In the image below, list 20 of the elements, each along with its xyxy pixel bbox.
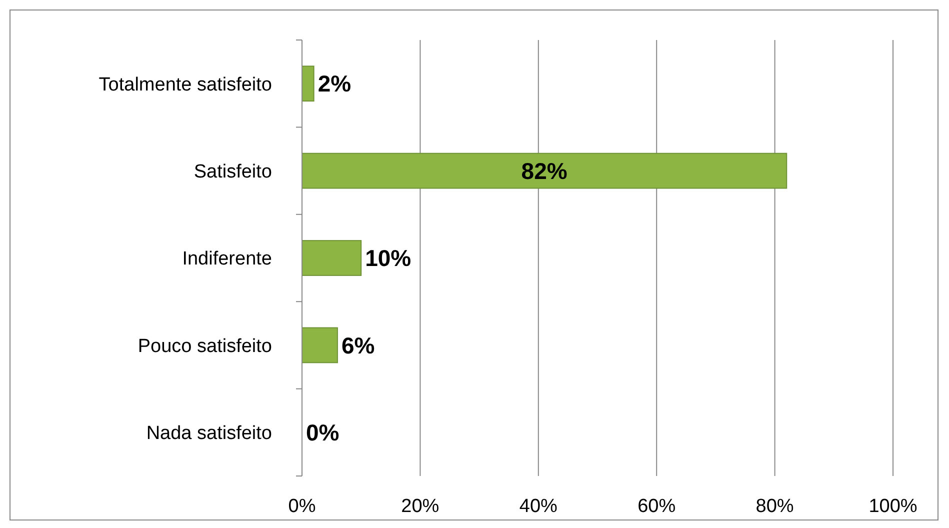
x-tick-label: 20%: [401, 496, 440, 517]
data-label: 0%: [306, 419, 340, 446]
data-label: 2%: [318, 70, 352, 97]
y-tick-label: Nada satisfeito: [146, 423, 272, 444]
y-tick-label: Satisfeito: [194, 161, 272, 182]
x-tick-label: 100%: [868, 496, 918, 517]
x-tick-label: 80%: [756, 496, 794, 517]
y-tick-label: Pouco satisfeito: [138, 336, 272, 357]
data-label: 6%: [341, 332, 375, 358]
bar: [302, 66, 314, 102]
x-tick-label: 0%: [288, 496, 316, 517]
y-tick-label: Totalmente satisfeito: [98, 74, 272, 96]
x-tick-label: 60%: [638, 496, 676, 517]
data-label: 10%: [365, 245, 412, 272]
bar: [302, 327, 338, 364]
bar: [302, 152, 788, 189]
y-tick-label: Indiferente: [182, 248, 272, 270]
x-tick-label: 40%: [519, 496, 558, 517]
bar: [302, 240, 362, 276]
data-label: 82%: [521, 158, 568, 184]
